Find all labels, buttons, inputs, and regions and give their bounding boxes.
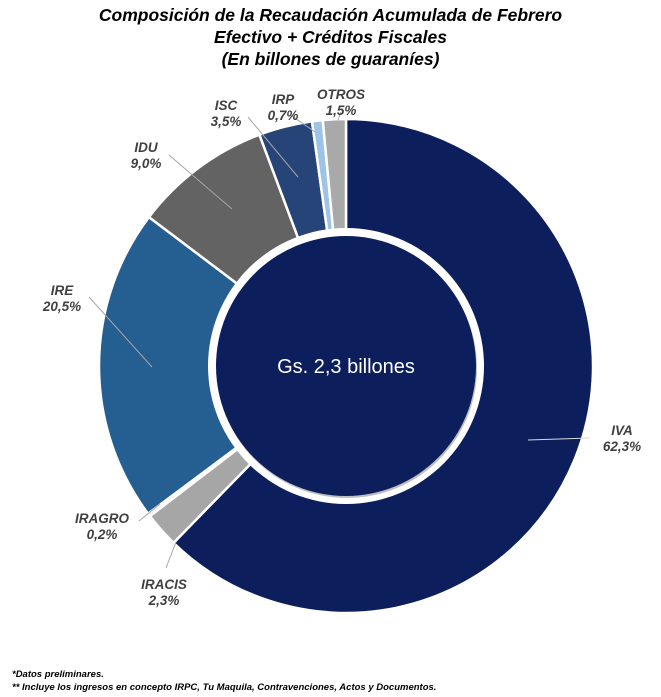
label-name-otros: OTROS	[317, 87, 365, 102]
label-value-ire: 20,5%	[42, 299, 81, 314]
leader-line-idu	[168, 154, 233, 210]
leader-line-iva	[527, 437, 591, 441]
label-name-ire: IRE	[51, 283, 75, 298]
footnotes: *Datos preliminares. ** Incluye los ingr…	[12, 668, 436, 694]
label-value-irp: 0,7%	[268, 108, 299, 123]
leader-line-iracis	[165, 541, 177, 569]
footnote-includes: ** Incluye los ingresos en concepto IRPC…	[12, 682, 437, 693]
label-name-iragro: IRAGRO	[75, 511, 129, 526]
label-name-isc: ISC	[215, 98, 238, 113]
label-name-iracis: IRACIS	[141, 577, 187, 592]
label-value-iracis: 2,3%	[148, 593, 180, 608]
label-value-iragro: 0,2%	[87, 527, 118, 542]
leader-line-iragro	[138, 503, 161, 522]
label-name-irp: IRP	[272, 92, 296, 107]
leader-line-ire	[88, 296, 153, 368]
leader-line-otros	[337, 111, 342, 121]
label-value-otros: 1,5%	[326, 103, 357, 118]
chart-unit-subtitle: (En billones de guaraníes)	[221, 49, 440, 69]
center-disk	[216, 236, 476, 496]
footnote-preliminary: *Datos preliminares.	[12, 669, 104, 680]
chart-title: Composición de la Recaudación Acumulada …	[98, 5, 563, 25]
label-value-isc: 3,5%	[211, 114, 242, 129]
label-name-iva: IVA	[611, 423, 633, 438]
chart-subtitle: Efectivo + Créditos Fiscales	[214, 27, 447, 47]
label-value-idu: 9,0%	[131, 156, 162, 171]
chart-title-block: Composición de la Recaudación Acumulada …	[0, 4, 661, 70]
label-name-idu: IDU	[134, 140, 159, 155]
leader-line-irp	[291, 115, 316, 133]
center-total-label: Gs. 2,3 billones	[277, 356, 415, 378]
label-value-iva: 62,3%	[603, 439, 641, 454]
leader-line-isc	[247, 116, 299, 178]
